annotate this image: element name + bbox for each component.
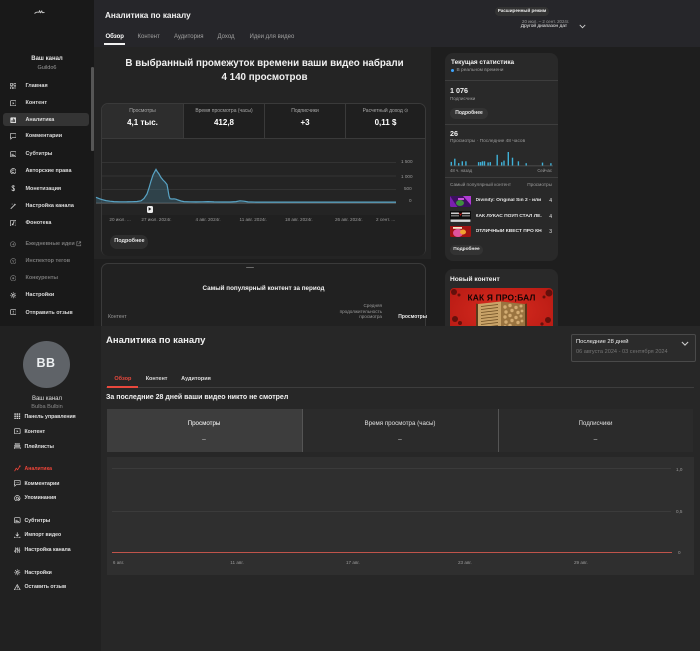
- svg-text:КАК Я ПРО;БАЛ: КАК Я ПРО;БАЛ: [467, 292, 535, 302]
